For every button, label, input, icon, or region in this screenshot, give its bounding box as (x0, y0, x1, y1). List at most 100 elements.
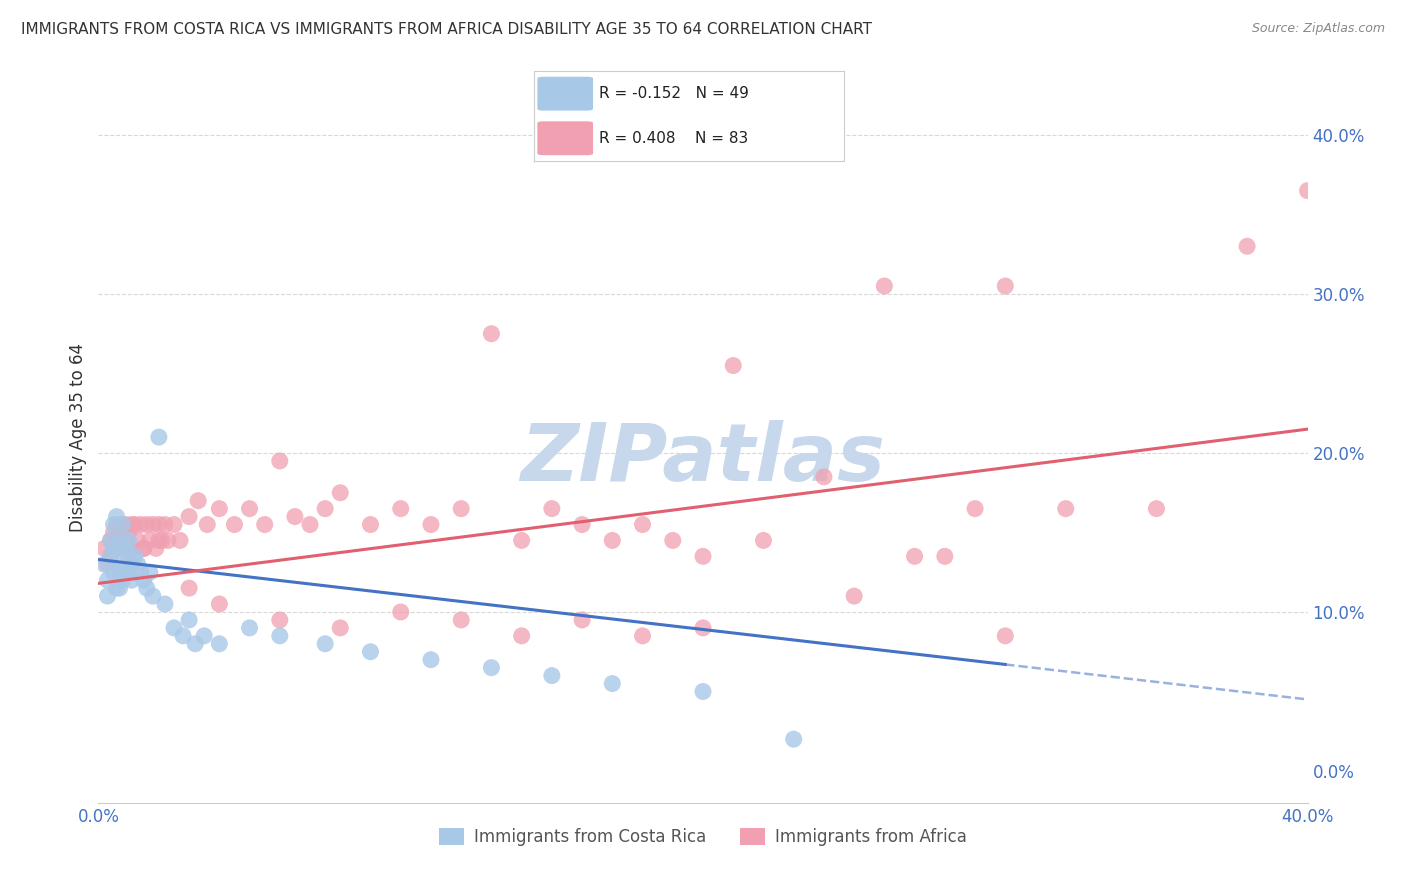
Point (179, 581, 201, 595)
Point (172, 629, 194, 643)
Point (692, 684, 714, 698)
Point (142, 517, 165, 532)
FancyBboxPatch shape (537, 77, 593, 111)
Point (114, 517, 136, 532)
Point (314, 637, 336, 651)
Point (118, 533, 141, 548)
Point (193, 629, 215, 643)
Point (783, 732, 806, 747)
Point (111, 517, 134, 532)
Point (208, 501, 231, 516)
Point (1296, 184, 1319, 198)
Point (163, 621, 186, 635)
Point (965, 501, 987, 516)
Point (108, 525, 131, 540)
Point (329, 485, 352, 500)
Point (114, 566, 136, 580)
Point (145, 541, 167, 556)
Point (139, 533, 162, 548)
Point (510, 533, 533, 548)
Point (96, 589, 118, 603)
Legend: Immigrants from Costa Rica, Immigrants from Africa: Immigrants from Costa Rica, Immigrants f… (433, 822, 973, 853)
Point (450, 613, 472, 627)
Point (121, 573, 143, 587)
Point (752, 533, 775, 548)
Point (420, 653, 443, 667)
Point (284, 509, 307, 524)
Text: ZIPatlas: ZIPatlas (520, 420, 886, 498)
Point (661, 533, 683, 548)
Point (208, 597, 231, 611)
Point (132, 573, 155, 587)
Point (135, 517, 157, 532)
Point (127, 558, 149, 572)
Point (631, 629, 654, 643)
Point (723, 359, 745, 373)
Point (873, 279, 896, 293)
Point (103, 517, 125, 532)
Point (111, 541, 134, 556)
Point (132, 541, 155, 556)
Point (195, 517, 218, 532)
Point (314, 501, 336, 516)
Point (269, 629, 291, 643)
Point (118, 541, 141, 556)
Point (1236, 239, 1258, 253)
Point (142, 589, 165, 603)
Point (108, 533, 131, 548)
Point (602, 533, 624, 548)
Point (103, 566, 125, 580)
Point (208, 637, 231, 651)
Text: Source: ZipAtlas.com: Source: ZipAtlas.com (1251, 22, 1385, 36)
Point (105, 517, 128, 532)
Point (121, 541, 143, 556)
Point (121, 558, 143, 572)
Text: R = -0.152   N = 49: R = -0.152 N = 49 (599, 87, 749, 101)
Point (124, 517, 146, 532)
Point (150, 533, 173, 548)
Point (108, 566, 131, 580)
Point (132, 541, 155, 556)
Point (224, 517, 246, 532)
Point (253, 517, 276, 532)
Point (571, 613, 593, 627)
Point (269, 613, 291, 627)
Point (179, 613, 201, 627)
Point (540, 668, 562, 682)
Y-axis label: Disability Age 35 to 64: Disability Age 35 to 64 (69, 343, 87, 532)
Point (934, 549, 956, 564)
Point (269, 454, 291, 468)
Point (105, 581, 128, 595)
Point (127, 533, 149, 548)
Point (904, 549, 927, 564)
Point (1054, 501, 1077, 516)
Point (135, 581, 157, 595)
Point (103, 541, 125, 556)
Text: IMMIGRANTS FROM COSTA RICA VS IMMIGRANTS FROM AFRICA DISABILITY AGE 35 TO 64 COR: IMMIGRANTS FROM COSTA RICA VS IMMIGRANTS… (21, 22, 872, 37)
Point (540, 501, 562, 516)
Point (118, 549, 141, 564)
Point (100, 549, 122, 564)
Point (103, 541, 125, 556)
Point (96, 558, 118, 572)
Point (129, 566, 152, 580)
Point (93, 558, 115, 572)
Point (118, 525, 141, 540)
Point (481, 660, 503, 674)
Point (100, 549, 122, 564)
Point (602, 676, 624, 690)
Point (184, 637, 207, 651)
Point (148, 430, 170, 444)
Point (118, 566, 141, 580)
Point (450, 501, 472, 516)
Point (105, 509, 128, 524)
Text: R = 0.408    N = 83: R = 0.408 N = 83 (599, 131, 748, 145)
Point (169, 533, 191, 548)
Point (360, 645, 382, 659)
Point (187, 493, 209, 508)
Point (108, 541, 131, 556)
Point (153, 597, 176, 611)
Point (360, 517, 382, 532)
Point (153, 517, 176, 532)
Point (105, 533, 128, 548)
